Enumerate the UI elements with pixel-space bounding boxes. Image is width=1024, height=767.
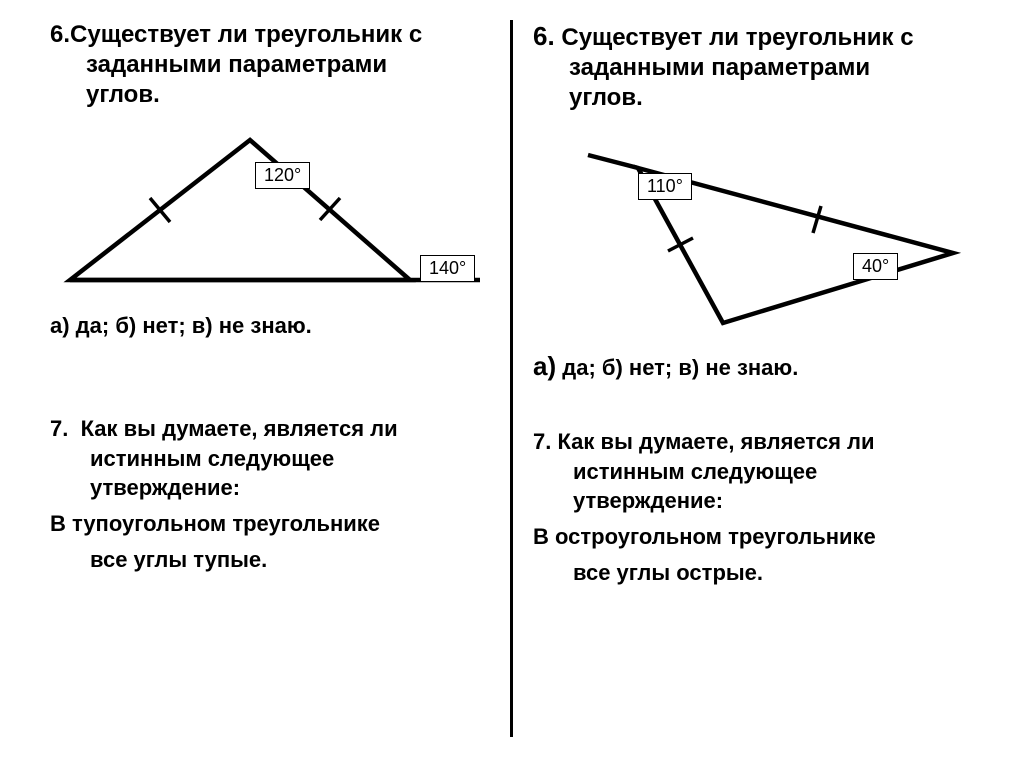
right-q6-answers-a: а) (533, 351, 556, 381)
right-q7-stmt1: В остроугольном треугольнике (533, 522, 993, 552)
left-q7-stmt1: В тупоугольном треугольнике (50, 509, 490, 539)
left-triangle-diagram: 120° 140° (50, 120, 490, 305)
left-q6-answers: а) да; б) нет; в) не знаю. (50, 313, 490, 339)
right-q7-line3: утверждение: (533, 486, 993, 516)
right-q7-num: 7. (533, 429, 551, 454)
right-q6-num: 6. (533, 21, 555, 51)
right-triangle-diagram: 110° 40° (553, 123, 993, 343)
right-triangle-svg (553, 123, 993, 343)
page: 6.Существует ли треугольник с заданными … (0, 0, 1024, 767)
left-q6-title: 6.Существует ли треугольник с заданными … (50, 20, 490, 110)
left-angle-ext-label: 140° (420, 255, 475, 282)
right-q7-stmt2: все углы острые. (533, 558, 993, 588)
right-q6-title: 6. Существует ли треугольник с заданными… (533, 20, 993, 113)
right-q7: 7. Как вы думаете, является ли истинным … (533, 427, 993, 587)
left-q7: 7. Как вы думаете, является ли истинным … (50, 414, 490, 574)
right-q7-lead-rest: Как вы думаете, является ли (557, 429, 874, 454)
left-column: 6.Существует ли треугольник с заданными … (30, 20, 510, 737)
left-q7-line2: истинным следующее (50, 444, 490, 474)
left-q7-lead-rest: Как вы думаете, является ли (81, 416, 398, 441)
left-q6-line2: заданными параметрами (50, 50, 490, 80)
right-q6-line2: заданными параметрами (533, 53, 993, 83)
left-angle-top-label: 120° (255, 162, 310, 189)
right-column: 6. Существует ли треугольник с заданными… (513, 20, 1013, 737)
left-q6-line1: 6.Существует ли треугольник с (50, 21, 422, 48)
left-q7-stmt2: все углы тупые. (50, 545, 490, 575)
right-q6-answers-rest: да; б) нет; в) не знаю. (556, 355, 798, 380)
left-q6-line3: углов. (50, 80, 490, 110)
left-q7-lead: 7. Как вы думаете, является ли (76, 414, 490, 444)
right-q6-line3: углов. (533, 83, 993, 113)
left-q7-num: 7. (50, 416, 68, 441)
right-angle-top-label: 110° (638, 173, 692, 200)
right-q7-lead: 7. Как вы думаете, является ли (559, 427, 993, 457)
right-q6-line1: Существует ли треугольник с (561, 24, 913, 51)
left-q7-line3: утверждение: (50, 473, 490, 503)
right-q7-line2: истинным следующее (533, 457, 993, 487)
right-q6-answers: а) да; б) нет; в) не знаю. (533, 351, 993, 382)
right-angle-inner-label: 40° (853, 253, 898, 280)
